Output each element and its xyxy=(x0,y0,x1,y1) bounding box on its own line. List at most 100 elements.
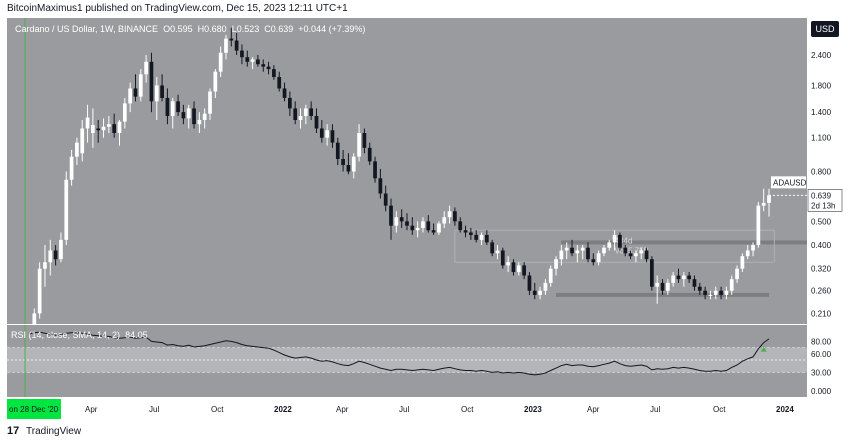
candle-body xyxy=(628,253,633,257)
candle-body xyxy=(351,156,356,172)
candle-body xyxy=(729,279,734,291)
candle-body xyxy=(708,294,713,296)
candle-body xyxy=(75,142,79,157)
time-tick-label: 2024 xyxy=(776,405,794,414)
tradingview-logo-icon: 17 xyxy=(7,425,20,437)
candle-body xyxy=(740,256,745,269)
candle-body xyxy=(96,128,101,131)
rsi-legend-text: RSI (14, close, SMA, 14, 2) xyxy=(11,330,121,340)
candle-body xyxy=(229,38,234,41)
rsi-legend-value: 84.05 xyxy=(125,330,148,340)
candle-body xyxy=(85,117,90,129)
candle-body xyxy=(106,124,111,127)
time-axis-labels: Apr Jul Oct 2022 Apr Jul Oct 2023 Apr Jul Oct 2024 o… xyxy=(7,399,794,419)
candle-body xyxy=(309,108,314,116)
candle-body xyxy=(197,119,202,125)
time-tick-label: Oct xyxy=(211,405,224,414)
candle-body xyxy=(298,115,303,120)
low-label: L xyxy=(231,24,237,34)
rsi-tick-label: 30.00 xyxy=(811,368,832,377)
candle-body xyxy=(80,128,85,154)
candle-body xyxy=(186,108,191,119)
candle-body xyxy=(554,259,558,269)
candle-body xyxy=(469,232,473,235)
time-axis[interactable]: Apr Jul Oct 2022 Apr Jul Oct 2023 Apr Jul Oct 2024 o… xyxy=(7,397,807,421)
candle-body xyxy=(277,76,282,89)
candle-body xyxy=(192,108,196,125)
footer-brand: TradingView xyxy=(26,426,82,437)
close-label: C xyxy=(264,24,271,34)
candle-body xyxy=(165,97,170,116)
candle-body xyxy=(202,113,207,120)
candle-body xyxy=(53,250,58,260)
candle-body xyxy=(453,211,457,222)
candle-body xyxy=(399,217,404,222)
rsi-tick-label: 60.00 xyxy=(811,350,832,359)
candle-body xyxy=(362,132,367,148)
price-axis[interactable]: USD 3.0002.4001.8001.4001.1000.8000.6300… xyxy=(807,18,843,397)
candle-body xyxy=(437,223,441,233)
candle-body xyxy=(43,262,47,269)
candle-body xyxy=(319,128,324,138)
high-label: H xyxy=(197,24,205,34)
price-axis-labels: 3.0002.4001.8001.4001.1000.8000.6300.500… xyxy=(811,27,832,396)
candle-body xyxy=(91,125,95,133)
candle-body xyxy=(314,115,319,129)
candle-body xyxy=(724,290,729,295)
candle-body xyxy=(458,221,463,231)
candle-body xyxy=(64,179,69,240)
candle-body xyxy=(511,262,516,273)
candle-body xyxy=(367,147,372,162)
candle-body xyxy=(474,234,479,240)
candle-body xyxy=(522,265,526,276)
candle-body xyxy=(117,121,122,133)
rsi-chart[interactable] xyxy=(7,325,807,397)
candle-body xyxy=(761,202,766,206)
bullish-marker-icon xyxy=(760,346,767,352)
time-tick-label: Oct xyxy=(461,405,474,414)
symbol-text: Cardano / US Dollar, 1W, BINANCE xyxy=(15,24,159,34)
rsi-line xyxy=(28,331,770,376)
candle-body xyxy=(218,52,223,72)
candle-body xyxy=(154,85,159,102)
candle-body xyxy=(602,247,606,254)
candle-body xyxy=(548,268,553,283)
candle-body xyxy=(208,91,212,114)
candle-body xyxy=(484,234,489,243)
main-pane[interactable]: 434d Vol 5.75B Cardano / US Dollar, 1W, B… xyxy=(7,18,807,324)
time-tick-label: Oct xyxy=(713,405,726,414)
candle-body xyxy=(341,159,345,166)
candle-body xyxy=(559,250,564,260)
currency-button[interactable]: USD xyxy=(811,21,839,37)
candle-body xyxy=(325,130,329,138)
candle-body xyxy=(213,71,218,92)
change-value: +0.044 (+7.39%) xyxy=(298,24,366,34)
close-value: 0.639 xyxy=(270,24,294,34)
rsi-pane[interactable]: RSI (14, close, SMA, 14, 2) 84.05 xyxy=(7,325,807,397)
price-tick-label: 1.800 xyxy=(811,81,832,90)
candle-body xyxy=(570,247,574,254)
time-tick-label: Jul xyxy=(149,405,159,414)
footer: 17 TradingView xyxy=(0,421,850,442)
price-tick-label: 0.630 xyxy=(811,193,832,202)
candle-body xyxy=(665,282,670,291)
candle-body xyxy=(500,250,505,266)
price-tick-label: 0.320 xyxy=(811,265,832,274)
candle-body xyxy=(719,290,723,295)
candle-body xyxy=(224,38,228,53)
candle-body xyxy=(383,193,388,206)
candle-body xyxy=(266,66,271,70)
candle-body xyxy=(133,88,138,97)
candle-body xyxy=(639,250,644,254)
price-tick-label: 0.500 xyxy=(811,217,832,226)
candle-body xyxy=(293,108,298,120)
candle-body xyxy=(516,265,521,273)
candle-body xyxy=(32,313,37,324)
open-value: 0.595 xyxy=(170,24,193,34)
candle-body xyxy=(272,69,276,77)
time-tick-label: Apr xyxy=(587,405,600,414)
time-tick-label: 2022 xyxy=(274,405,292,414)
candle-body xyxy=(138,74,143,97)
time-tick-label: Apr xyxy=(336,405,349,414)
